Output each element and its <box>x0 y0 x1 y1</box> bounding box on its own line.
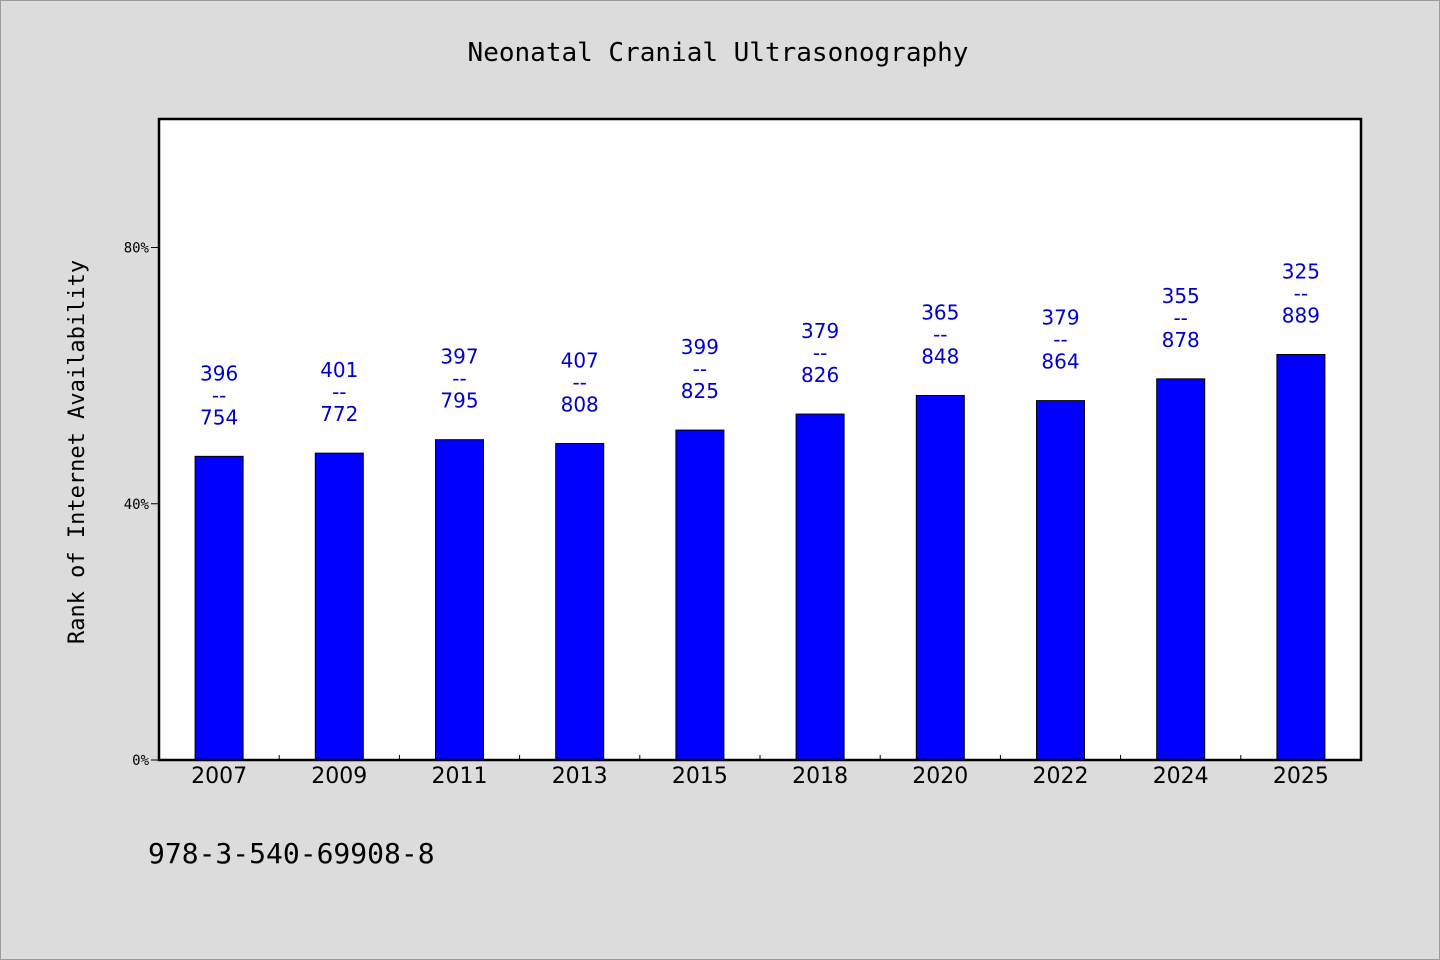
data-label-bottom-2009: 772 <box>320 402 358 426</box>
x-tick-label-2025: 2025 <box>1273 764 1329 789</box>
data-label-bottom-2022: 864 <box>1041 350 1079 374</box>
bar-2022 <box>1036 400 1085 761</box>
x-tick-label-2007: 2007 <box>191 764 247 789</box>
data-label-bottom-2024: 878 <box>1162 328 1200 352</box>
data-label-2011: 397--795 <box>440 345 478 413</box>
x-tick-label-2020: 2020 <box>912 764 968 789</box>
data-label-top-2015: 399 <box>681 335 719 359</box>
x-tick-label-2013: 2013 <box>552 764 608 789</box>
data-label-sep-2024: -- <box>1173 306 1187 330</box>
data-label-sep-2011: -- <box>452 367 466 391</box>
data-label-sep-2018: -- <box>813 341 827 365</box>
data-label-sep-2013: -- <box>572 371 586 395</box>
data-label-bottom-2013: 808 <box>561 393 599 417</box>
data-label-top-2011: 397 <box>440 345 478 369</box>
data-label-2024: 355--878 <box>1162 284 1200 352</box>
x-tick-label-2015: 2015 <box>672 764 728 789</box>
data-label-bottom-2018: 826 <box>801 363 839 387</box>
data-label-top-2024: 355 <box>1162 284 1200 308</box>
data-label-bottom-2007: 754 <box>200 405 238 429</box>
data-label-top-2007: 396 <box>200 361 238 385</box>
data-label-bottom-2015: 825 <box>681 379 719 403</box>
isbn-footer-text: 978-3-540-69908-8 <box>148 837 435 870</box>
x-tick-label-2024: 2024 <box>1153 764 1209 789</box>
bar-2013 <box>555 443 605 761</box>
data-label-top-2018: 379 <box>801 319 839 343</box>
bar-2024 <box>1156 378 1206 761</box>
x-tick-label-2011: 2011 <box>432 764 488 789</box>
data-label-sep-2025: -- <box>1294 281 1308 305</box>
bar-2011 <box>435 439 484 761</box>
x-tick-label-2022: 2022 <box>1033 764 1089 789</box>
data-label-2009: 401--772 <box>320 358 358 426</box>
data-label-top-2022: 379 <box>1041 306 1079 330</box>
data-label-top-2009: 401 <box>320 358 358 382</box>
data-label-sep-2007: -- <box>212 383 226 407</box>
data-label-2025: 325--889 <box>1282 259 1320 327</box>
y-axis-label: Rank of Internet Availability <box>65 260 90 644</box>
data-label-top-2020: 365 <box>921 300 959 324</box>
data-label-bottom-2011: 795 <box>440 389 478 413</box>
data-label-sep-2009: -- <box>332 380 346 404</box>
data-label-top-2013: 407 <box>561 349 599 373</box>
bar-2020 <box>915 394 965 761</box>
data-label-2015: 399--825 <box>681 335 719 403</box>
data-label-2007: 396--754 <box>200 361 238 429</box>
data-label-2020: 365--848 <box>921 300 959 368</box>
data-label-sep-2022: -- <box>1053 328 1067 352</box>
data-label-top-2025: 325 <box>1282 259 1320 283</box>
y-tick-label-0: 0% <box>132 753 149 769</box>
chart-title: Neonatal Cranial Ultrasonography <box>468 38 969 68</box>
data-label-bottom-2020: 848 <box>921 344 959 368</box>
x-axis-ticks: 2007 2009 2011 2013 2015 2018 2020 2022 2024 2025 <box>191 755 1329 789</box>
bar-2007 <box>194 455 244 761</box>
y-tick-label-80: 80% <box>124 241 150 257</box>
data-label-bottom-2025: 889 <box>1282 303 1320 327</box>
bar-2009 <box>314 452 364 761</box>
data-labels-layer: 396--754401--772397--795407--808399--825… <box>200 259 1320 429</box>
x-tick-label-2018: 2018 <box>792 764 848 789</box>
bars-layer <box>194 353 1326 761</box>
y-axis-ticks: 0% 40% 80% <box>124 241 159 769</box>
y-tick-label-40: 40% <box>124 497 150 513</box>
bar-2018 <box>795 413 845 761</box>
x-tick-label-2009: 2009 <box>311 764 367 789</box>
data-label-sep-2020: -- <box>933 322 947 346</box>
data-label-2018: 379--826 <box>801 319 839 387</box>
data-label-sep-2015: -- <box>693 357 707 381</box>
bar-2025 <box>1276 353 1326 761</box>
bar-2015 <box>675 429 725 761</box>
data-label-2022: 379--864 <box>1041 306 1079 374</box>
data-label-2013: 407--808 <box>561 349 599 417</box>
